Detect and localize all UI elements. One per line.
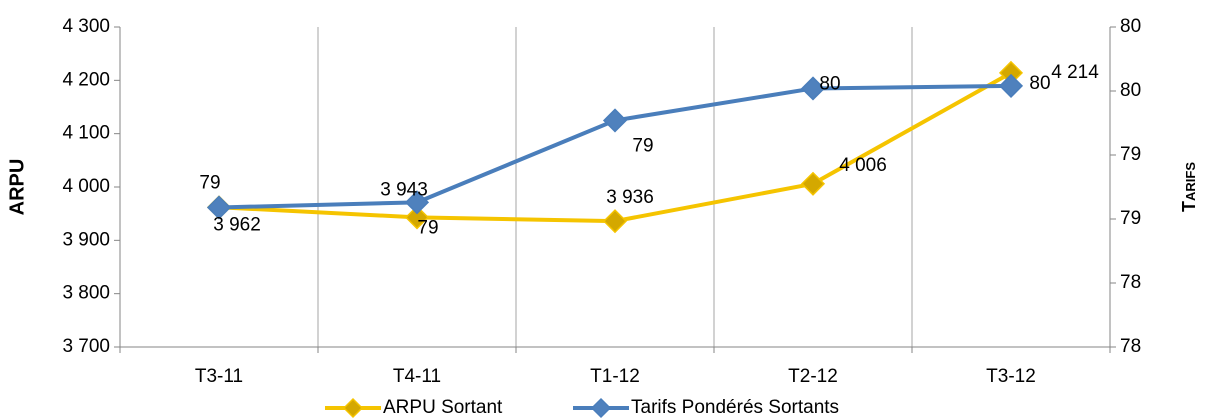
y-tick-label: 4 000 xyxy=(62,176,110,197)
y2-axis-title: Tarifs xyxy=(1179,162,1199,212)
x-tick-label: T2-12 xyxy=(788,366,838,387)
data-label: 80 xyxy=(819,73,840,94)
legend-marker xyxy=(590,397,612,419)
y2-tick-label: 78 xyxy=(1120,272,1141,293)
x-tick-label: T3-12 xyxy=(986,366,1036,387)
marker xyxy=(602,209,628,234)
y-tick-label: 4 200 xyxy=(62,69,110,90)
data-label: 4 006 xyxy=(839,155,887,176)
data-label: 80 xyxy=(1029,73,1050,94)
legend-label: Tarifs Pondérés Sortants xyxy=(631,397,839,418)
data-label: 3 962 xyxy=(213,214,261,235)
data-label: 3 936 xyxy=(606,187,654,208)
y2-tick-label: 79 xyxy=(1120,144,1141,165)
marker xyxy=(800,171,826,196)
y-axis-title: ARPU xyxy=(6,159,28,216)
marker xyxy=(602,108,628,133)
marker xyxy=(404,190,430,215)
x-tick-label: T1-12 xyxy=(590,366,640,387)
data-label: 3 943 xyxy=(380,179,428,200)
y-tick-label: 3 700 xyxy=(62,336,110,357)
y-tick-label: 3 800 xyxy=(62,283,110,304)
marker xyxy=(206,195,232,220)
y-tick-label: 4 300 xyxy=(62,16,110,37)
marker xyxy=(800,76,826,101)
y-tick-label: 4 100 xyxy=(62,123,110,144)
data-label: 4 214 xyxy=(1051,62,1099,83)
legend-marker xyxy=(342,397,364,419)
data-label: 79 xyxy=(632,135,653,156)
data-label: 79 xyxy=(199,172,220,193)
x-tick-label: T4-11 xyxy=(393,366,441,387)
y2-tick-label: 80 xyxy=(1120,16,1141,37)
data-label: 79 xyxy=(417,217,438,238)
legend-label: ARPU Sortant xyxy=(383,397,503,418)
y2-tick-label: 78 xyxy=(1120,336,1141,357)
marker xyxy=(998,73,1024,98)
x-tick-label: T3-11 xyxy=(195,366,243,387)
y-tick-label: 3 900 xyxy=(62,229,110,250)
y2-tick-label: 80 xyxy=(1120,80,1141,101)
y2-tick-label: 79 xyxy=(1120,208,1141,229)
marker xyxy=(404,205,430,230)
